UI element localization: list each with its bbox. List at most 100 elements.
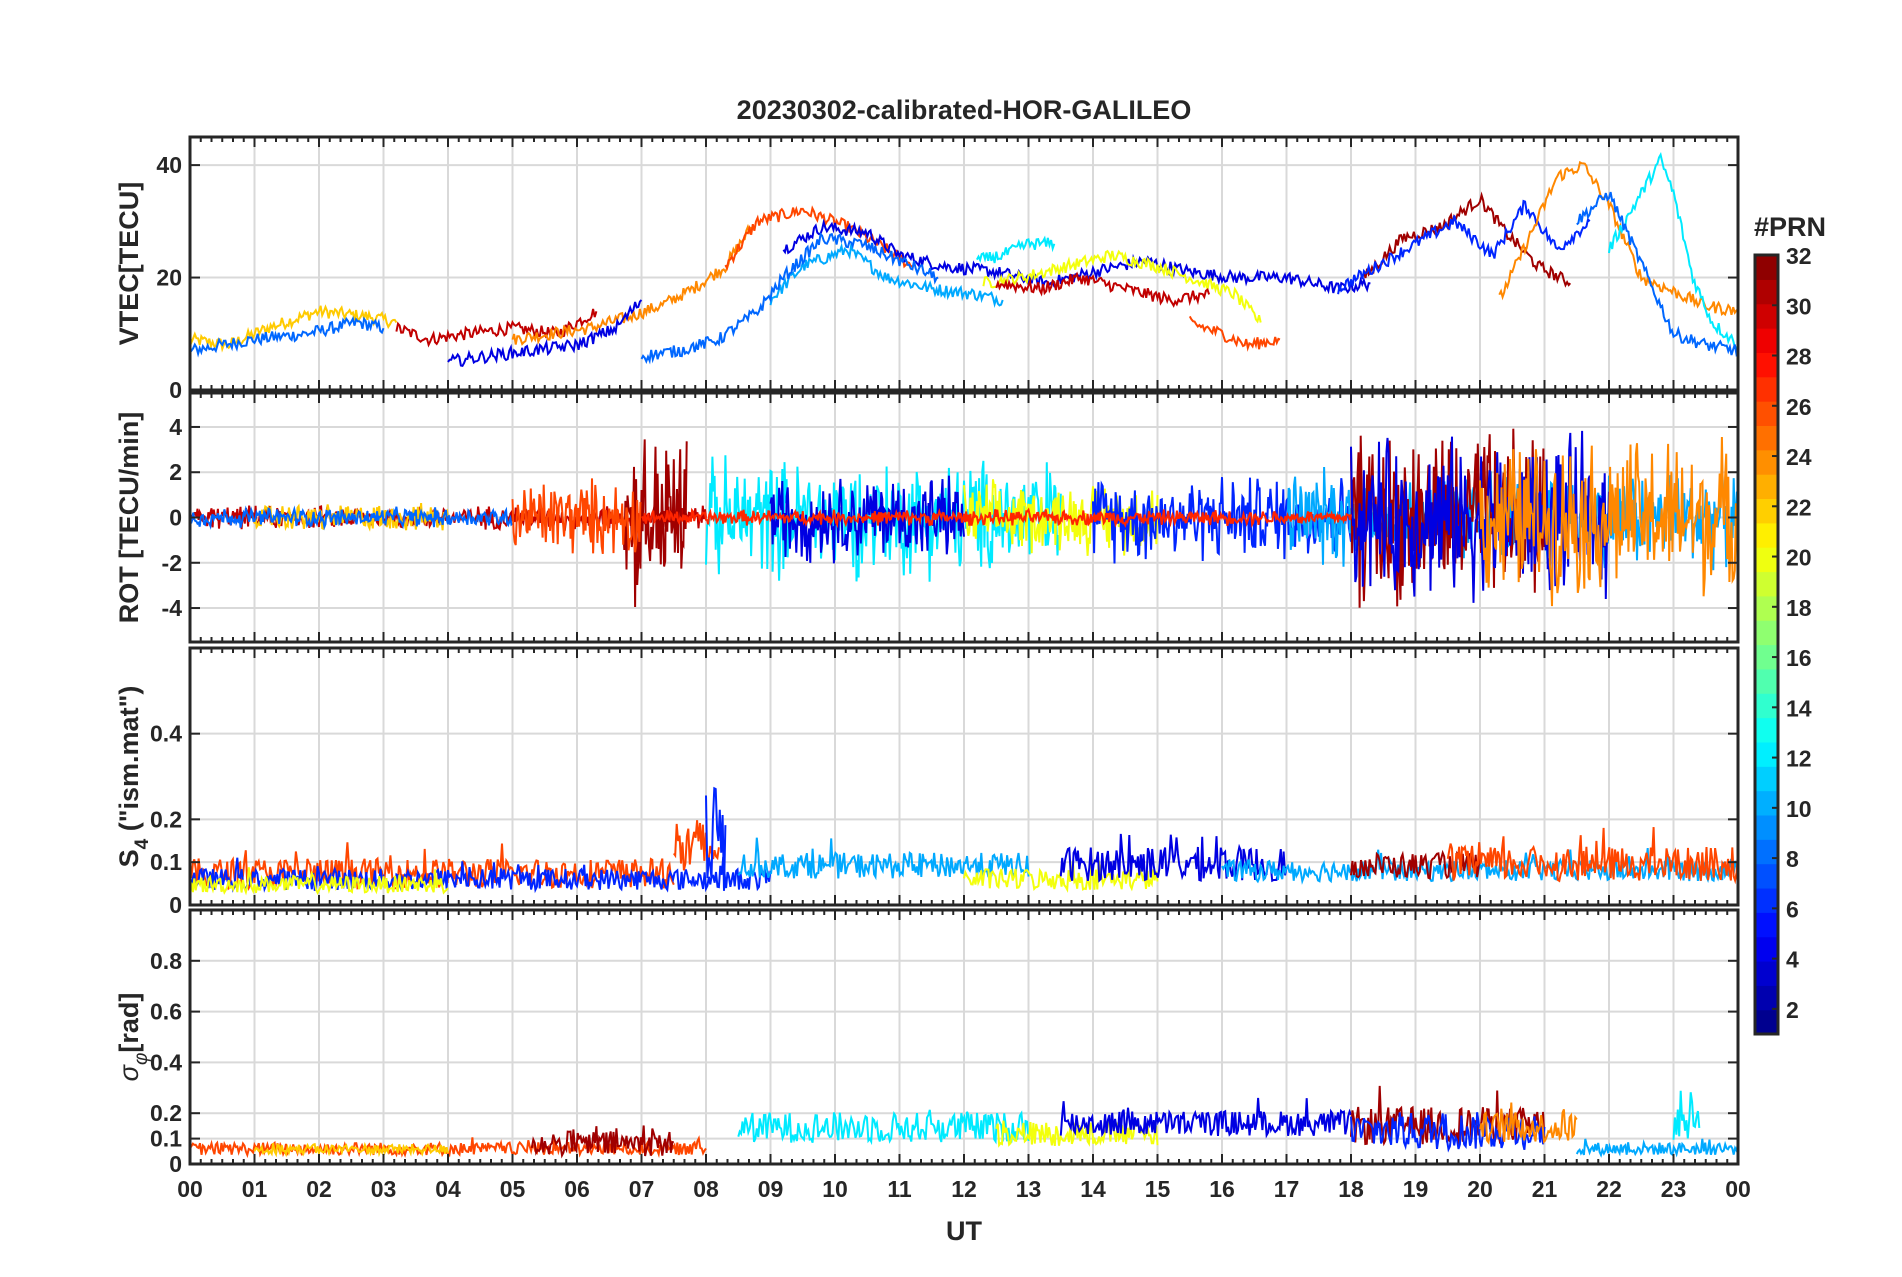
y-axis-label: σφ[rad] xyxy=(114,993,152,1082)
y-tick-label: 0.2 xyxy=(150,1100,182,1126)
series-line-prn-4 xyxy=(1350,430,1610,603)
x-tick-label: 10 xyxy=(822,1176,848,1202)
colorbar-tick-label: 10 xyxy=(1786,796,1812,822)
y-tick-label: 40 xyxy=(156,152,182,178)
series-line-prn-26 xyxy=(1446,827,1738,885)
series-line-prn-26 xyxy=(724,205,913,271)
series-line-prn-26 xyxy=(1188,315,1281,352)
x-tick-label: 19 xyxy=(1403,1176,1429,1202)
colorbar-tick-label: 26 xyxy=(1786,394,1812,420)
colorbar-band xyxy=(1755,352,1778,378)
panel-data-rot xyxy=(190,428,1738,608)
colorbar-band xyxy=(1755,279,1778,305)
y-tick-label: 0.8 xyxy=(150,948,182,974)
series-line-prn-6 xyxy=(1092,477,1352,564)
panel-vtec: 0 20 40 VTEC[TECU] xyxy=(114,135,1740,403)
series-line-prn-6 xyxy=(705,786,727,891)
colorbar-band xyxy=(1755,1009,1778,1035)
colorbar-tick-label: 6 xyxy=(1786,896,1799,922)
series-line-prn-31 xyxy=(1350,428,1546,608)
colorbar-band xyxy=(1755,328,1778,353)
panel-rot: -4 -2 0 2 4 ROT [TECU/min] xyxy=(114,391,1740,644)
colorbar-band xyxy=(1755,522,1778,548)
x-tick-label: 06 xyxy=(564,1176,590,1202)
colorbar-band xyxy=(1755,376,1778,402)
series-line-prn-12 xyxy=(1672,1090,1701,1140)
colorbar-tick-label: 14 xyxy=(1786,695,1812,721)
x-tick-label: 04 xyxy=(435,1176,461,1202)
x-tick-label: 23 xyxy=(1661,1176,1687,1202)
series-line-prn-10 xyxy=(769,242,1004,308)
colorbar-band xyxy=(1755,644,1778,670)
series-line-prn-30 xyxy=(395,308,598,348)
y-tick-label: 0 xyxy=(169,377,182,403)
colorbar-band xyxy=(1755,668,1778,694)
y-axis-label-subscript: 4 xyxy=(132,838,153,849)
y-axis-label-subscript: φ xyxy=(131,1053,152,1065)
colorbar-title: #PRN xyxy=(1754,212,1826,242)
series-line-prn-31 xyxy=(621,439,688,608)
colorbar-band xyxy=(1755,474,1778,500)
x-tick-label: 14 xyxy=(1080,1176,1106,1202)
colorbar-band xyxy=(1755,960,1778,986)
y-tick-label: 0 xyxy=(169,892,182,918)
series-line-prn-8 xyxy=(1576,191,1738,358)
colorbar-band xyxy=(1755,498,1778,524)
x-tick-label: 16 xyxy=(1209,1176,1235,1202)
x-tick-label: 12 xyxy=(951,1176,977,1202)
colorbar-tick-label: 28 xyxy=(1786,344,1812,370)
colorbar-band xyxy=(1755,595,1778,621)
x-tick-label: 01 xyxy=(242,1176,268,1202)
x-tick-label: 07 xyxy=(629,1176,655,1202)
series-line-prn-22 xyxy=(253,1141,449,1158)
series-line-prn-20 xyxy=(963,859,1159,893)
y-tick-label: -4 xyxy=(162,595,183,621)
series-line-prn-24 xyxy=(1479,436,1738,607)
colorbar-band xyxy=(1755,741,1778,767)
series-line-prn-31 xyxy=(1362,191,1572,288)
series-line-prn-10 xyxy=(1575,1138,1738,1158)
colorbar-band xyxy=(1755,839,1778,865)
colorbar-tick-label: 20 xyxy=(1786,545,1812,571)
series-line-prn-22 xyxy=(190,304,398,353)
y-tick-label: 0.6 xyxy=(150,999,182,1025)
colorbar-band xyxy=(1755,449,1778,475)
x-tick-label: 00 xyxy=(177,1176,203,1202)
colorbar-band xyxy=(1755,425,1778,451)
x-axis: 00 01 02 03 04 05 06 07 08 09 10 11 12 13 14 15 16 17 18 19… xyxy=(177,1176,1751,1202)
y-axis-label: ROT [TECU/min] xyxy=(114,412,144,623)
colorbar-band xyxy=(1755,766,1778,792)
y-axis-label-part: [rad] xyxy=(114,993,144,1053)
series-line-prn-12 xyxy=(737,1109,1030,1146)
series-line-prn-4 xyxy=(447,299,643,368)
series-line-prn-22 xyxy=(253,503,449,532)
y-axis-label: S4 ("ism.mat") xyxy=(114,686,153,868)
colorbar-band xyxy=(1755,912,1778,938)
y-tick-label: 20 xyxy=(156,265,182,291)
x-tick-label: 21 xyxy=(1532,1176,1558,1202)
series-line-prn-12 xyxy=(1608,151,1738,350)
y-tick-label: 0 xyxy=(169,505,182,531)
panel-data-s4 xyxy=(190,786,1738,896)
series-line-prn-4 xyxy=(782,218,1371,295)
x-tick-label: 17 xyxy=(1274,1176,1300,1202)
y-axis-label-part: ("ism.mat") xyxy=(114,686,144,839)
x-tick-label: 22 xyxy=(1596,1176,1622,1202)
colorbar-tick-label: 16 xyxy=(1786,645,1812,671)
series-line-prn-8 xyxy=(190,505,514,531)
x-tick-label: 00 xyxy=(1725,1176,1751,1202)
y-tick-label: 0 xyxy=(169,1151,182,1177)
series-line-prn-20 xyxy=(982,249,1262,324)
panel-data-vtec xyxy=(190,151,1738,368)
x-axis-label: UT xyxy=(946,1216,982,1246)
panel-s4: 00.10.20.4S4 ("ism.mat") xyxy=(114,646,1740,918)
colorbar-band xyxy=(1755,693,1778,719)
series-line-prn-8 xyxy=(640,231,939,365)
y-tick-label: 0.1 xyxy=(150,849,182,875)
colorbar-tick-label: 18 xyxy=(1786,595,1812,621)
colorbar-band xyxy=(1755,887,1778,913)
y-tick-label: 0.4 xyxy=(150,1049,182,1075)
